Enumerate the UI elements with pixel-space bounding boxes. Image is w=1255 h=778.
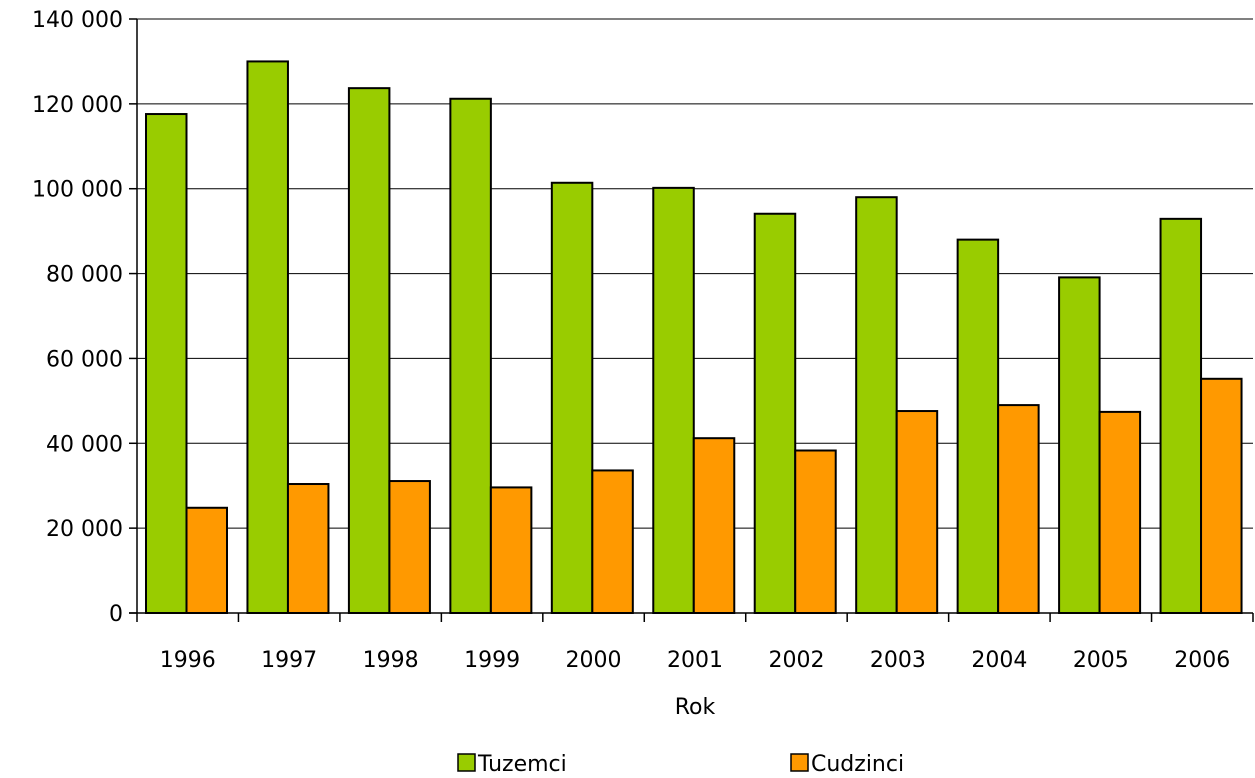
bar-cudzinci-2005 (1098, 410, 1142, 615)
legend-swatch-tuzemci (457, 753, 476, 772)
x-tick-label: 2002 (768, 648, 824, 673)
y-tick-label: 20 000 (46, 517, 123, 542)
bar-cudzinci-2002 (794, 449, 837, 614)
y-tick-label: 140 000 (32, 8, 123, 33)
bar-cudzinci-1998 (388, 480, 431, 614)
bar-tuzemci-1997 (246, 60, 289, 614)
y-tick-label: 60 000 (46, 347, 123, 372)
bar-cudzinci-1997 (286, 483, 330, 615)
bar-cudzinci-2006 (1200, 377, 1243, 614)
x-tick-label: 2003 (870, 648, 926, 673)
bar-tuzemci-2000 (550, 181, 594, 614)
bar-cudzinci-1996 (185, 506, 228, 614)
bar-cudzinci-1999 (489, 486, 533, 615)
y-tick-labels: 0 20 000 40 000 60 000 80 000 100 000 120 000 1… (32, 8, 123, 627)
x-tick-label: 2004 (971, 648, 1027, 673)
x-tick-label: 2000 (566, 648, 622, 673)
bar-tuzemci-1998 (347, 87, 391, 614)
bar-tuzemci-2001 (652, 186, 695, 614)
bars (145, 60, 1243, 615)
y-tick-label: 120 000 (32, 93, 123, 118)
bar-tuzemci-1996 (145, 113, 188, 614)
bar-tuzemci-2005 (1058, 276, 1101, 614)
bar-tuzemci-2003 (855, 196, 898, 614)
y-tick-label: 100 000 (32, 178, 123, 203)
bar-tuzemci-2002 (753, 212, 797, 615)
x-tick-label: 1999 (464, 648, 520, 673)
x-axis-title: Rok (675, 695, 716, 720)
x-tick-label: 2005 (1073, 648, 1129, 673)
bar-tuzemci-2006 (1159, 217, 1203, 615)
bar-cudzinci-2001 (692, 437, 736, 614)
x-tick-label: 1998 (363, 648, 419, 673)
bar-tuzemci-2004 (956, 238, 1000, 614)
x-tick-label: 1996 (160, 648, 216, 673)
bar-cudzinci-2003 (895, 410, 939, 615)
legend-swatch-cudzinci (790, 753, 809, 772)
bar-cudzinci-2004 (997, 404, 1040, 614)
legend-label-tuzemci: Tuzemci (477, 752, 567, 777)
gridlines (137, 18, 1253, 529)
x-tick-label: 1997 (261, 648, 317, 673)
axes (129, 18, 1254, 622)
x-tick-labels: 1996 1997 1998 1999 2000 2001 2002 2003 2004 2005… (160, 648, 1231, 673)
legend: Tuzemci Cudzinci (457, 752, 904, 777)
bar-tuzemci-1999 (449, 97, 492, 615)
y-tick-label: 40 000 (46, 432, 123, 457)
legend-label-cudzinci: Cudzinci (811, 752, 904, 777)
x-tick-label: 2006 (1174, 648, 1230, 673)
x-tick-label: 2001 (667, 648, 723, 673)
bar-cudzinci-2000 (591, 469, 634, 614)
y-tick-label: 0 (109, 602, 123, 627)
y-tick-label: 80 000 (46, 263, 123, 288)
